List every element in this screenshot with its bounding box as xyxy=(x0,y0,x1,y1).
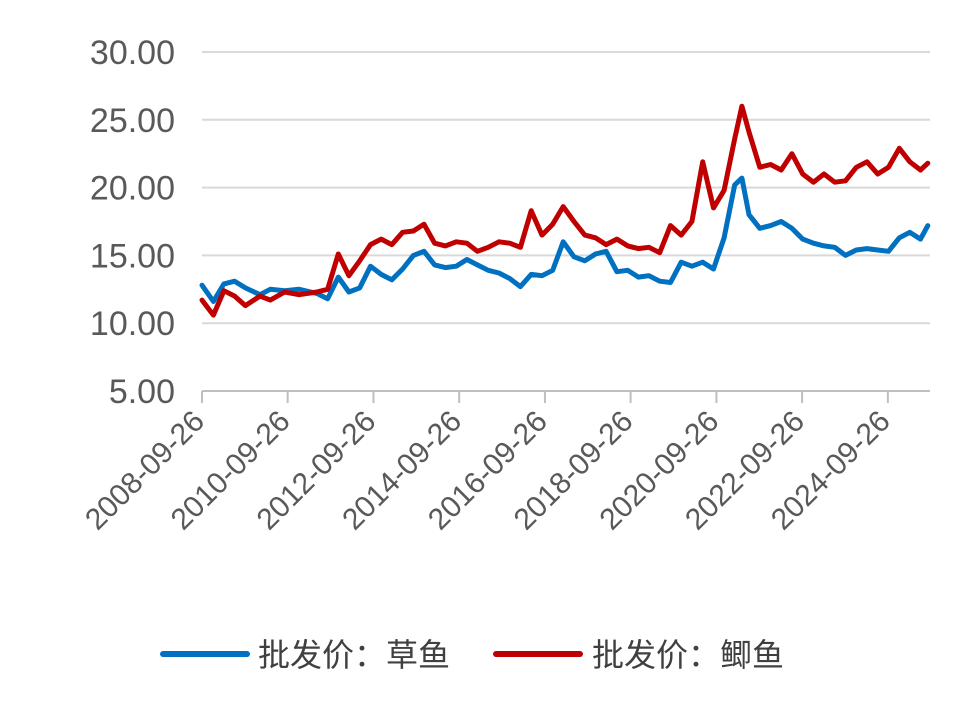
legend: 批发价：草鱼 批发价：鲫鱼 xyxy=(160,636,784,674)
x-axis: 2008-09-262010-09-262012-09-262014-09-26… xyxy=(79,390,930,536)
y-tick-label: 15.00 xyxy=(90,237,175,275)
y-tick-label: 30.00 xyxy=(90,34,175,72)
y-tick-label: 25.00 xyxy=(90,102,175,140)
series-line-1 xyxy=(199,175,931,304)
legend-label-2: 批发价：鲫鱼 xyxy=(592,636,784,674)
y-tick-label: 5.00 xyxy=(109,373,175,411)
legend-label-1: 批发价：草鱼 xyxy=(258,636,450,674)
y-tick-label: 20.00 xyxy=(90,170,175,208)
series-lines xyxy=(199,103,931,318)
y-tick-label: 10.00 xyxy=(90,305,175,343)
y-axis: 5.00 10.00 15.00 20.00 25.00 30.00 xyxy=(90,34,175,411)
gridlines xyxy=(202,51,930,325)
series-line-2 xyxy=(199,103,931,318)
